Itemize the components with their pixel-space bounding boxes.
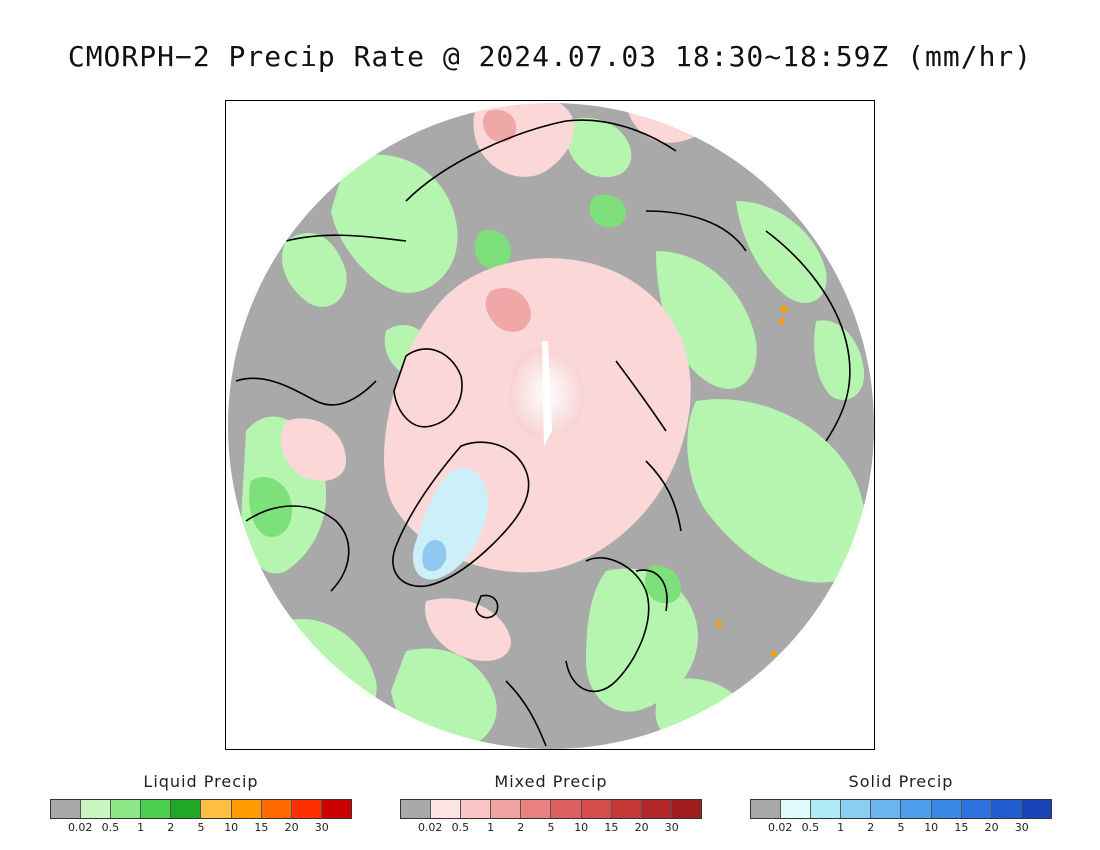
legend-ticks: 0.02 0.5 1 2 5 10 15 20 30	[750, 819, 1052, 835]
legend-swatch	[291, 800, 322, 818]
no-data-wedge	[542, 341, 552, 446]
legend-tick-label: 15	[254, 821, 269, 834]
legend-tick-label: 10	[574, 821, 589, 834]
legend-tick-label: 10	[224, 821, 239, 834]
legend-swatch	[261, 800, 292, 818]
mixed-precip-legend: Mixed Precip 0.02 0.5 1 2 5 10 15 20 30	[400, 772, 702, 835]
legend-tick-label: 5	[547, 821, 555, 834]
legend-colorbar	[50, 799, 352, 819]
legend-swatch	[521, 800, 552, 818]
legend-swatch	[641, 800, 672, 818]
legend-swatch	[901, 800, 932, 818]
legend-swatch	[841, 800, 872, 818]
legend-tick-label: 2	[167, 821, 175, 834]
legend-tick-label: 1	[837, 821, 845, 834]
legend-swatch	[781, 800, 812, 818]
map-title: CMORPH−2 Precip Rate @ 2024.07.03 18:30~…	[67, 40, 1033, 73]
legend-tick-label: 20	[634, 821, 649, 834]
coastlines	[235, 119, 851, 747]
legend-tick-label: 2	[517, 821, 525, 834]
mixed-precip-moderate	[482, 109, 531, 332]
legend-colorbar	[750, 799, 1052, 819]
legend-tick-label: 15	[604, 821, 619, 834]
legend-swatch	[671, 800, 701, 818]
solid-precip-regions	[412, 467, 488, 580]
legend-tick-label: 0.02	[767, 821, 793, 834]
legend-tick-label: 0.02	[67, 821, 93, 834]
legend-tick-label: 0.5	[451, 821, 470, 834]
legend-swatch	[201, 800, 232, 818]
legend-colorbar	[400, 799, 702, 819]
legend-tick-label: 5	[197, 821, 205, 834]
legend-tick-label: 1	[487, 821, 495, 834]
legend-tick-label: 5	[897, 821, 905, 834]
legend-tick-label: 20	[984, 821, 999, 834]
legend-tick-label: 1	[137, 821, 145, 834]
liquid-precip-moderate	[249, 194, 681, 604]
legend-title: Mixed Precip	[494, 772, 608, 791]
legend-swatch	[551, 800, 582, 818]
legend-swatch	[51, 800, 82, 818]
legend-swatch	[141, 800, 172, 818]
legend-ticks: 0.02 0.5 1 2 5 10 15 20 30	[50, 819, 352, 835]
legend-swatch	[401, 800, 432, 818]
liquid-precip-legend: Liquid Precip 0.02 0.5 1 2 5 10 15 20 30	[50, 772, 352, 835]
legend-swatch	[871, 800, 902, 818]
legend-tick-label: 0.5	[101, 821, 120, 834]
legend-swatch	[991, 800, 1022, 818]
legend-swatch	[321, 800, 351, 818]
legend-swatch	[111, 800, 142, 818]
legend-swatch	[611, 800, 642, 818]
legend-swatch	[751, 800, 782, 818]
legend-swatch	[81, 800, 112, 818]
solid-precip-legend: Solid Precip 0.02 0.5 1 2 5 10 15 20 30	[750, 772, 1052, 835]
liquid-precip-heavy	[716, 305, 788, 657]
legend-tick-label: 20	[284, 821, 299, 834]
legend-tick-label: 30	[664, 821, 679, 834]
legend-ticks: 0.02 0.5 1 2 5 10 15 20 30	[400, 819, 702, 835]
legend-swatch	[811, 800, 842, 818]
legend-swatch	[461, 800, 492, 818]
legend-swatch	[491, 800, 522, 818]
legend-swatch	[931, 800, 962, 818]
legend-tick-label: 10	[924, 821, 939, 834]
legend-swatch	[231, 800, 262, 818]
legend-tick-label: 2	[867, 821, 875, 834]
legend-swatch	[581, 800, 612, 818]
legend-tick-label: 0.02	[417, 821, 443, 834]
legend-tick-label: 30	[1014, 821, 1029, 834]
legend-swatch	[961, 800, 992, 818]
legend-tick-label: 15	[954, 821, 969, 834]
legend-swatch	[171, 800, 202, 818]
legend-swatch	[1021, 800, 1051, 818]
legend-tick-label: 0.5	[801, 821, 820, 834]
polar-precip-map	[225, 100, 875, 750]
legend-tick-label: 30	[314, 821, 329, 834]
legend-title: Solid Precip	[848, 772, 954, 791]
legend-swatch	[431, 800, 462, 818]
legend-title: Liquid Precip	[143, 772, 259, 791]
